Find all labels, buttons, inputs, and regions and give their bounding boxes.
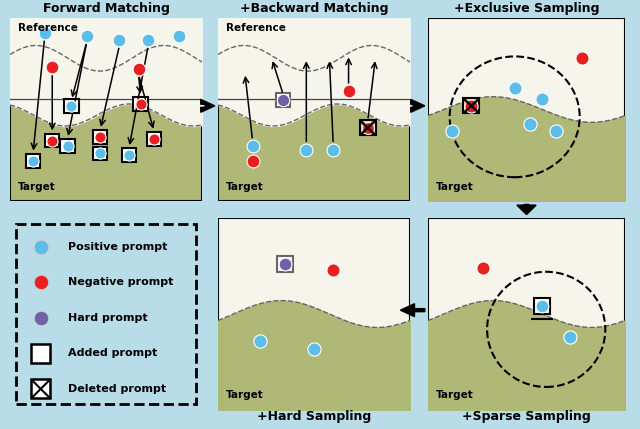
Text: Negative prompt: Negative prompt <box>68 277 173 287</box>
Text: Target: Target <box>18 182 56 192</box>
Point <box>143 36 154 43</box>
Point <box>149 135 159 142</box>
Point <box>466 103 476 109</box>
Text: +Exclusive Sampling: +Exclusive Sampling <box>454 2 599 15</box>
Bar <box>360 120 376 135</box>
Point <box>47 137 58 144</box>
Text: Forward Matching: Forward Matching <box>43 2 170 15</box>
Point <box>124 152 134 159</box>
Bar <box>463 98 479 113</box>
Bar <box>45 134 60 148</box>
Point <box>328 266 339 273</box>
Point <box>280 261 291 268</box>
Bar <box>277 256 293 272</box>
Text: Deleted prompt: Deleted prompt <box>68 384 166 394</box>
Point <box>447 128 457 135</box>
Text: +Hard Sampling: +Hard Sampling <box>257 410 371 423</box>
Bar <box>31 344 51 363</box>
Text: Target: Target <box>226 390 264 401</box>
Point <box>537 303 547 310</box>
Point <box>28 157 38 164</box>
Point <box>551 128 561 135</box>
Bar <box>26 154 40 168</box>
Bar <box>147 132 161 145</box>
Text: Hard prompt: Hard prompt <box>68 313 147 323</box>
Bar <box>64 99 79 113</box>
Bar <box>31 379 51 399</box>
Point <box>82 33 92 40</box>
Point <box>564 334 575 341</box>
Point <box>136 100 146 107</box>
Point <box>344 88 354 95</box>
Point <box>363 124 373 131</box>
Point <box>255 338 266 344</box>
Point <box>63 143 73 150</box>
Point <box>40 29 50 36</box>
Point <box>509 84 520 91</box>
Point <box>36 314 46 321</box>
Text: Target: Target <box>226 182 264 192</box>
Point <box>309 345 319 352</box>
Text: Target: Target <box>436 182 474 192</box>
Point <box>47 64 58 71</box>
Point <box>537 95 547 102</box>
Bar <box>60 139 75 153</box>
Point <box>95 150 106 157</box>
Point <box>174 33 184 40</box>
Point <box>478 265 488 272</box>
Text: Reference: Reference <box>18 23 77 33</box>
Bar <box>534 299 550 314</box>
Text: Target: Target <box>436 390 474 401</box>
Point <box>36 279 46 286</box>
Bar <box>133 97 148 111</box>
Point <box>278 97 289 104</box>
Point <box>67 103 77 109</box>
Text: +Sparse Sampling: +Sparse Sampling <box>462 410 591 423</box>
Bar <box>276 94 291 107</box>
Point <box>525 121 536 127</box>
Point <box>95 133 106 140</box>
Point <box>248 157 258 164</box>
Text: +Backward Matching: +Backward Matching <box>240 2 388 15</box>
Point <box>36 243 46 250</box>
Text: Reference: Reference <box>226 23 285 33</box>
Text: Positive prompt: Positive prompt <box>68 242 167 252</box>
Text: Added prompt: Added prompt <box>68 348 157 358</box>
Bar <box>93 130 108 144</box>
Point <box>134 66 144 73</box>
Point <box>301 146 312 153</box>
Point <box>577 55 587 62</box>
Bar <box>93 147 108 160</box>
Point <box>248 143 258 150</box>
Bar <box>122 148 136 162</box>
Point <box>328 146 339 153</box>
Point <box>115 36 125 43</box>
